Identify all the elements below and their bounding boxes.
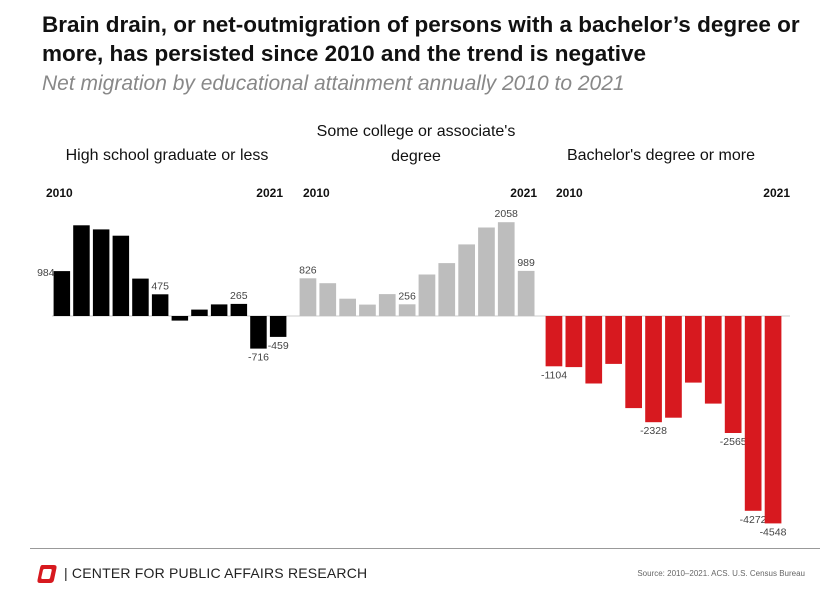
data-label: -2565 (720, 436, 747, 448)
bar-2019 (478, 227, 495, 316)
bar-2019 (724, 316, 742, 433)
data-label: 475 (151, 280, 169, 292)
bar-2011 (73, 225, 90, 316)
data-label: -4548 (760, 526, 787, 538)
data-label: -1104 (541, 369, 567, 381)
start-year-label: 2010 (46, 186, 73, 200)
bar-2010 (53, 271, 71, 316)
bar-2010 (299, 278, 317, 316)
bar-2018 (210, 304, 228, 316)
university-logo-icon (37, 565, 57, 583)
bar-2021 (764, 316, 782, 524)
bar-2014 (132, 278, 149, 316)
bar-2012 (585, 316, 603, 384)
bar-2011 (319, 283, 337, 316)
chart-title: Brain drain, or net-outmigration of pers… (42, 12, 800, 66)
bar-2017 (685, 316, 702, 383)
bar-2013 (359, 304, 376, 316)
data-label: -716 (248, 352, 269, 364)
end-year-label: 2021 (256, 186, 283, 200)
source-note: Source: 2010–2021. ACS. U.S. Census Bure… (637, 569, 805, 578)
start-year-label: 2010 (303, 186, 330, 200)
data-label: -459 (268, 340, 289, 352)
panel-title: Bachelor's degree or more (567, 147, 755, 164)
panel-title-line: Some college or associate's (317, 123, 516, 140)
bar-2015 (398, 304, 416, 316)
bar-2016 (418, 274, 436, 316)
bar-2015 (151, 294, 169, 316)
data-label: -2328 (640, 425, 667, 437)
data-label: -4272 (740, 514, 767, 526)
data-label: 826 (299, 264, 317, 276)
chart-subtitle: Net migration by educational attainment … (42, 72, 625, 95)
bar-2017 (191, 309, 208, 316)
data-label: 984 (37, 267, 55, 279)
bar-2013 (605, 316, 622, 364)
bar-2017 (438, 263, 456, 316)
bar-2016 (665, 316, 682, 418)
panel-title: High school graduate or less (66, 147, 269, 164)
end-year-label: 2021 (510, 186, 537, 200)
data-label: 989 (517, 257, 535, 269)
bar-2020 (744, 316, 762, 511)
end-year-label: 2021 (763, 186, 790, 200)
bar-2016 (171, 316, 189, 321)
data-label: 256 (398, 290, 416, 302)
bar-2015 (645, 316, 662, 423)
bar-2014 (378, 294, 396, 316)
start-year-label: 2010 (556, 186, 583, 200)
bar-2018 (458, 244, 475, 316)
bar-2012 (92, 229, 110, 316)
footer-divider (30, 548, 820, 549)
bar-2011 (565, 316, 583, 368)
bar-2020 (250, 316, 267, 349)
bar-2013 (112, 235, 130, 316)
data-label: 265 (230, 290, 248, 302)
panel-title-line: degree (391, 148, 441, 165)
bar-2019 (230, 303, 248, 316)
bar-2014 (625, 316, 642, 409)
chart-area: High school graduate or less 2010 2021 984 4… (37, 123, 790, 538)
bar-2021 (517, 270, 535, 316)
data-label: 2058 (495, 208, 519, 220)
bar-2010 (545, 316, 563, 367)
bar-2012 (339, 298, 356, 316)
bar-2018 (704, 316, 722, 404)
bar-2020 (497, 222, 515, 316)
bar-2021 (269, 316, 287, 337)
org-name: | CENTER FOR PUBLIC AFFAIRS RESEARCH (64, 565, 368, 581)
